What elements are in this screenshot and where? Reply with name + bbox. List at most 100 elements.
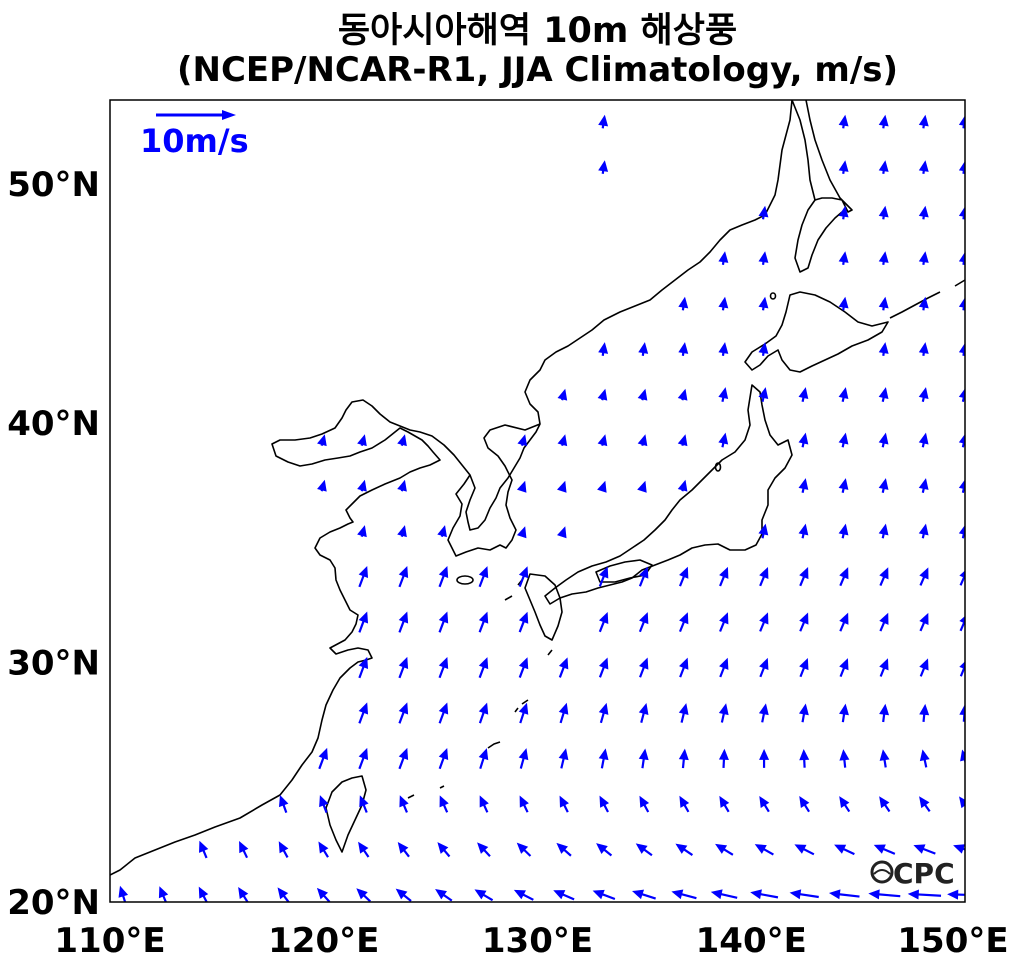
wind-arrow-head (947, 889, 959, 900)
wind-arrow-head (557, 434, 568, 447)
y-tick-label: 30°N (7, 644, 100, 684)
taiwan-coastline (325, 775, 367, 853)
y-axis-ticks: 20°N 30°N 40°N 50°N (7, 165, 100, 923)
x-tick-label: 130°E (482, 921, 593, 961)
wind-arrow-head (516, 526, 527, 539)
wind-arrow-head (918, 251, 929, 263)
wind-arrow-head (959, 796, 965, 809)
wind-arrow-head (397, 434, 407, 447)
wind-arrow-head (639, 566, 649, 579)
wind-arrow-shaft (718, 892, 738, 899)
wind-arrow-head (478, 657, 489, 670)
y-tick-label: 50°N (7, 165, 100, 205)
wind-arrow-head (238, 887, 249, 899)
wind-arrow-shaft (797, 892, 819, 899)
wind-arrow-head (513, 889, 526, 900)
wind-arrow-head (834, 844, 847, 854)
wind-arrow-head (879, 567, 889, 580)
wind-arrow-head (718, 387, 729, 399)
wind-arrow-head (679, 795, 690, 808)
wind-arrow-head (839, 703, 849, 716)
wind-arrow-head (598, 611, 609, 625)
wind-arrow-head (759, 795, 770, 808)
wind-arrow-head (635, 843, 648, 854)
wind-arrow-head (519, 795, 529, 808)
wind-arrow-head (558, 748, 569, 761)
wind-arrow-head (478, 566, 489, 579)
wind-arrow-head (868, 889, 880, 900)
wind-arrow-head (319, 795, 329, 808)
wind-arrow-head (798, 387, 809, 399)
wind-arrow-head (838, 432, 849, 445)
wind-arrow-head (679, 566, 689, 579)
wind-arrow-head (878, 523, 889, 536)
wind-arrow-head (637, 388, 648, 401)
wind-arrow-head (677, 388, 688, 401)
wind-arrow-head (958, 206, 965, 217)
wind-arrow-head (919, 658, 929, 671)
wind-arrow-head (557, 526, 567, 539)
wind-arrow-head (758, 205, 769, 218)
wind-arrow-head (958, 251, 965, 263)
x-axis-ticks: 110°E 120°E 130°E 140°E 150°E (54, 921, 1008, 961)
wind-arrow-head (878, 432, 889, 445)
wind-arrow-head (959, 616, 965, 624)
wind-arrow-head (838, 160, 849, 172)
wind-arrow-head (710, 889, 723, 900)
hainan-zhoushan (504, 579, 523, 601)
wind-arrow-shaft (757, 892, 779, 899)
wind-arrow-head (828, 889, 841, 900)
wind-arrow-head (958, 479, 965, 490)
wind-arrow-head (316, 887, 328, 900)
wind-arrow-head (558, 702, 569, 715)
wind-arrow-head (359, 795, 369, 808)
wind-arrow-head (759, 657, 769, 670)
wind-arrow-head (879, 703, 890, 716)
wind-arrow-head (879, 612, 889, 625)
wind-arrow-head (357, 479, 367, 492)
wind-arrow-head (599, 795, 610, 808)
wind-arrow-head (558, 657, 569, 670)
coastlines (110, 100, 965, 876)
wind-arrow-head (918, 296, 929, 309)
x-tick-label: 150°E (897, 921, 1008, 961)
wind-arrow-head (719, 657, 729, 670)
wind-arrow-head (959, 704, 965, 716)
wind-arrow-head (758, 703, 769, 716)
wind-arrow-head (677, 434, 688, 447)
y-tick-label: 40°N (7, 404, 100, 444)
ocpc-logo: CPC (870, 857, 955, 890)
wind-arrow-head (839, 567, 849, 580)
wind-arrow-head (517, 434, 528, 447)
logo-text: CPC (893, 857, 955, 890)
wind-arrow-head (758, 342, 769, 354)
wind-arrow-head (358, 656, 369, 669)
wind-arrow-head (958, 161, 965, 172)
wind-arrow-head (437, 525, 447, 538)
reference-vector-label: 10m/s (140, 122, 249, 160)
wind-arrow-head (638, 703, 649, 715)
wind-arrow-head (718, 342, 729, 354)
wind-arrow-head (750, 889, 762, 900)
kuril-islands (889, 279, 965, 319)
wind-arrow-head (799, 796, 810, 809)
wind-arrow-head (398, 611, 409, 624)
wind-arrow-head (398, 565, 409, 579)
wind-arrow-head (198, 886, 209, 899)
wind-arrow-head (718, 432, 729, 445)
wind-arrow-head (918, 478, 929, 490)
wind-arrow-head (397, 525, 407, 538)
wind-arrow-head (839, 749, 850, 761)
wind-arrow-head (556, 842, 568, 854)
wind-arrow-head (399, 795, 409, 808)
wind-arrow-head (759, 566, 769, 580)
wind-arrow-head (918, 342, 929, 354)
wind-arrow-head (678, 296, 689, 309)
wind-arrow-head (357, 434, 367, 447)
wind-arrow-head (675, 843, 688, 854)
wind-arrow-head (838, 523, 849, 536)
wind-arrow-head (838, 296, 849, 309)
wind-arrow-head (878, 160, 889, 172)
wind-arrow-head (199, 840, 209, 853)
wind-arrow-head (598, 114, 609, 127)
